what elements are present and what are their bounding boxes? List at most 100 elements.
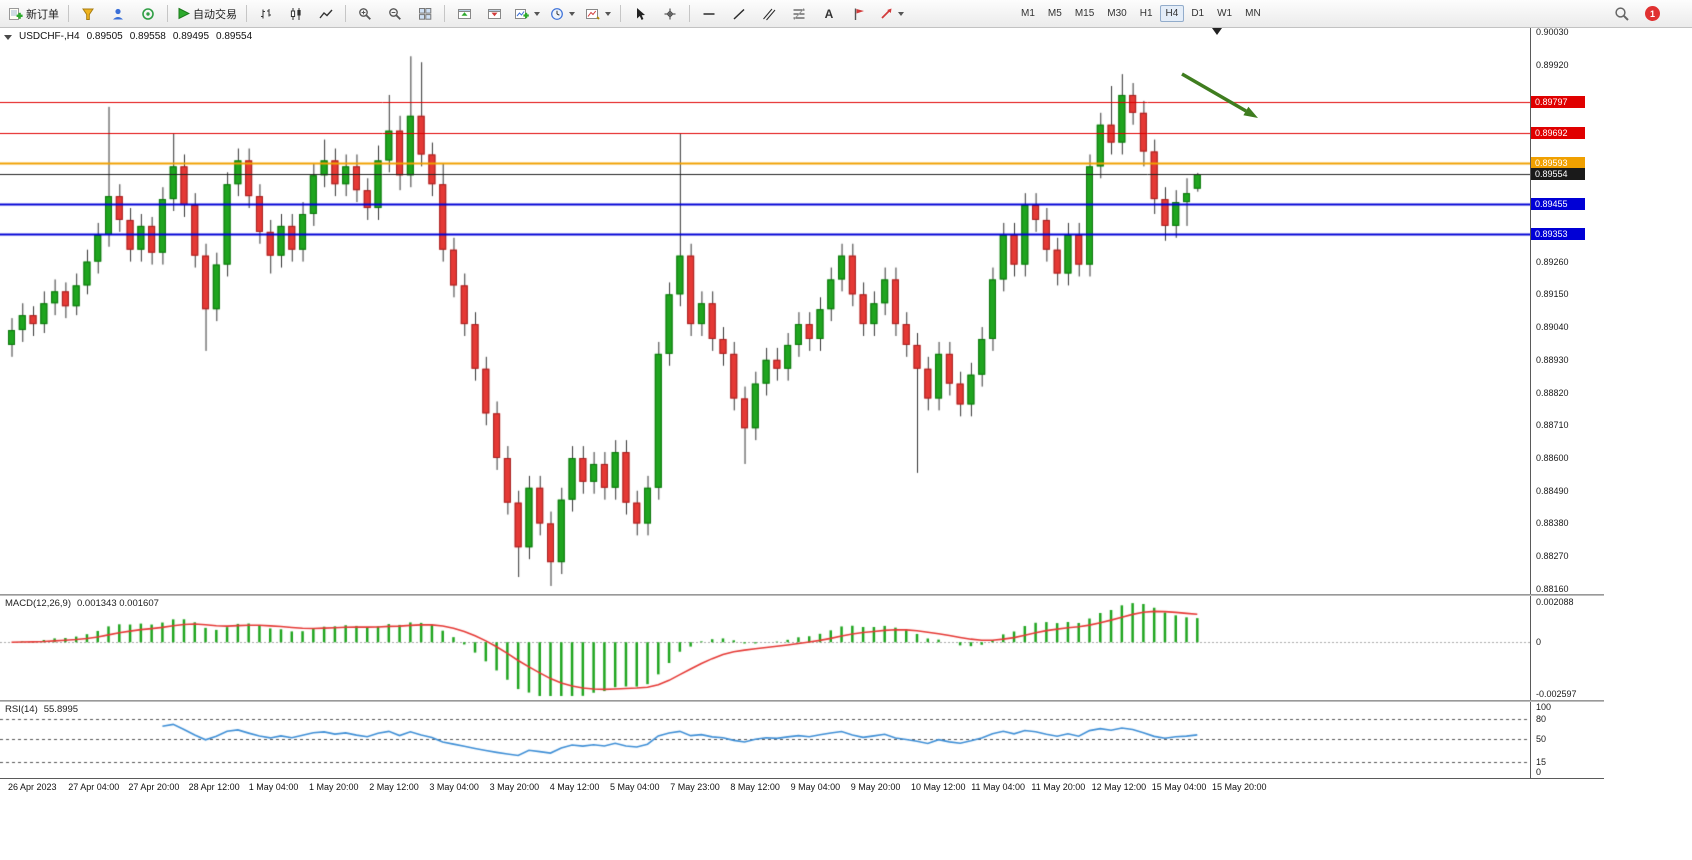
timeframe-group: M1 M5 M15 M30 H1 H4 D1 W1 MN <box>1015 5 1267 22</box>
dropdown-caret-icon <box>534 11 540 16</box>
time-axis-label: 8 May 12:00 <box>730 782 780 792</box>
price-axis-label: 0.88600 <box>1536 453 1569 463</box>
macd-values: 0.001343 0.001607 <box>77 598 159 609</box>
globe-icon <box>142 7 154 20</box>
candlestick-chart-type-button[interactable] <box>282 2 310 26</box>
text-tool-button[interactable]: A <box>815 2 843 26</box>
funnel-icon-button[interactable] <box>74 2 102 26</box>
level-price-badge: 0.89353 <box>1531 227 1585 240</box>
bar-chart-type-button[interactable] <box>252 2 280 26</box>
low-value: 0.89495 <box>172 31 210 42</box>
search-icon <box>1615 6 1629 21</box>
candlestick-canvas[interactable] <box>0 28 1530 594</box>
time-axis-label: 1 May 20:00 <box>309 782 359 792</box>
time-axis-label: 1 May 04:00 <box>248 782 299 792</box>
price-axis-label: 0.89920 <box>1536 60 1569 71</box>
main-price-panel: USDCHF-,H4 0.89505 0.89558 0.89495 0.895… <box>0 27 1604 594</box>
macd-axis-min: -0.002597 <box>1536 689 1577 699</box>
notification-badge[interactable]: 1 <box>1645 6 1660 21</box>
new-order-icon <box>9 7 23 20</box>
toolbar-separator <box>167 5 168 22</box>
rsi-axis-label: 0 <box>1536 767 1542 777</box>
panel-splitter[interactable] <box>0 700 1604 702</box>
main-toolbar: 新订单 自动交易 <box>0 0 1692 28</box>
timeframe-button-M5[interactable]: M5 <box>1047 8 1062 19</box>
rsi-plot-area: RSI(14) 55.8995 <box>0 702 1530 778</box>
templates-menu-button[interactable] <box>581 2 615 26</box>
channel-icon <box>763 8 776 20</box>
user-icon-button[interactable] <box>104 2 132 26</box>
rsi-axis[interactable]: 100 80 50 15 0 <box>1530 702 1603 778</box>
tile-windows-icon <box>419 7 432 20</box>
timeframe-button-M1[interactable]: M1 <box>1021 8 1035 19</box>
new-order-button[interactable]: 新订单 <box>4 2 63 26</box>
window-up-icon-button[interactable] <box>450 2 478 26</box>
rsi-label: RSI(14) <box>5 704 38 715</box>
price-axis[interactable]: 0.90030 0.89920 0.89260 0.89150 0.89040 0.889… <box>1530 27 1603 594</box>
time-axis[interactable]: 26 Apr 2023 27 Apr 04:00 27 Apr 20:00 28 Ap… <box>0 778 1604 795</box>
rsi-canvas[interactable] <box>0 702 1530 778</box>
crosshair-icon <box>664 8 676 19</box>
macd-plot-area: MACD(12,26,9) 0.001343 0.001607 <box>0 596 1530 700</box>
zoom-in-icon <box>359 7 371 20</box>
crosshair-tool-button[interactable] <box>656 2 684 26</box>
main-plot-area: USDCHF-,H4 0.89505 0.89558 0.89495 0.895… <box>0 28 1530 594</box>
arrow-tools-button[interactable] <box>875 2 908 26</box>
time-axis-label: 15 May 20:00 <box>1212 782 1267 792</box>
chart-header: USDCHF-,H4 0.89505 0.89558 0.89495 0.895… <box>4 31 252 42</box>
bar-chart-icon <box>261 8 271 18</box>
channel-tool-button[interactable] <box>755 2 783 26</box>
timeframe-button-M15[interactable]: M15 <box>1074 8 1095 19</box>
dropdown-caret-icon <box>569 11 575 16</box>
level-price-badge: 0.89797 <box>1531 95 1585 108</box>
chart-shift-marker[interactable] <box>1212 28 1222 35</box>
horizontal-line-icon <box>703 12 715 15</box>
cursor-tool-button[interactable] <box>626 2 654 26</box>
macd-axis[interactable]: 0.002088 0 -0.002597 <box>1530 596 1603 700</box>
tile-windows-button[interactable] <box>411 2 439 26</box>
time-axis-label: 4 May 12:00 <box>549 782 600 792</box>
time-axis-label: 12 May 12:00 <box>1091 782 1147 792</box>
price-axis-label: 0.90030 <box>1536 27 1569 38</box>
toolbar-separator <box>444 5 445 22</box>
window-arrow-up-icon <box>457 8 471 19</box>
trendline-tool-button[interactable] <box>725 2 753 26</box>
timeframe-button-H1[interactable]: H1 <box>1139 8 1153 19</box>
label-tool-button[interactable] <box>845 2 873 26</box>
toolbar-separator <box>68 5 69 22</box>
zoom-in-button[interactable] <box>351 2 379 26</box>
level-price-badge: 0.89692 <box>1531 127 1585 140</box>
macd-header: MACD(12,26,9) 0.001343 0.001607 <box>5 598 159 609</box>
one-click-trading-toggle-icon[interactable] <box>4 34 12 40</box>
search-button[interactable] <box>1608 2 1636 26</box>
window-arrow-down-icon <box>487 8 501 19</box>
algo-trading-button[interactable]: 自动交易 <box>173 2 241 26</box>
price-axis-label: 0.88710 <box>1536 420 1569 431</box>
rsi-header: RSI(14) 55.8995 <box>5 704 78 715</box>
globe-icon-button[interactable] <box>134 2 162 26</box>
timeframe-button-MN[interactable]: MN <box>1245 8 1261 19</box>
panel-splitter[interactable] <box>0 594 1604 596</box>
macd-canvas[interactable] <box>0 596 1530 700</box>
timeframe-button-W1[interactable]: W1 <box>1217 8 1233 19</box>
time-axis-label: 10 May 12:00 <box>911 782 966 792</box>
trend-arrow-annotation[interactable] <box>1176 66 1271 130</box>
timeframe-button-H4[interactable]: H4 <box>1159 5 1185 22</box>
time-axis-label: 7 May 23:00 <box>670 782 720 792</box>
timeframe-button-M30[interactable]: M30 <box>1107 8 1127 19</box>
trendline-icon <box>733 8 745 20</box>
window-down-icon-button[interactable] <box>480 2 508 26</box>
time-axis-label: 5 May 04:00 <box>610 782 660 792</box>
dropdown-caret-icon <box>605 11 611 16</box>
line-chart-type-button[interactable] <box>312 2 340 26</box>
time-axis-label: 15 May 04:00 <box>1151 782 1207 792</box>
add-indicator-button[interactable] <box>510 2 544 26</box>
macd-panel: MACD(12,26,9) 0.001343 0.001607 0.002088… <box>0 596 1604 700</box>
periods-menu-button[interactable] <box>546 2 579 26</box>
fibonacci-tool-button[interactable] <box>785 2 813 26</box>
timeframe-button-D1[interactable]: D1 <box>1191 8 1205 19</box>
zoom-out-button[interactable] <box>381 2 409 26</box>
text-tool-label: A <box>824 6 834 21</box>
horizontal-line-tool-button[interactable] <box>695 2 723 26</box>
